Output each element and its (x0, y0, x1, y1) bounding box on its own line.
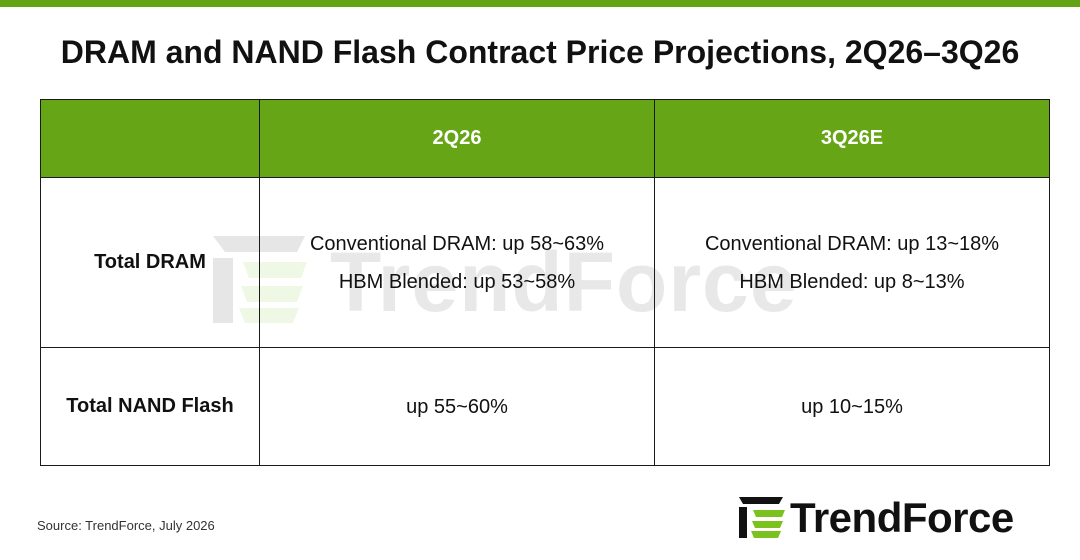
trendforce-logo-icon (739, 497, 785, 538)
cell-dram-3q26e-conventional: Conventional DRAM: up 13~18% (704, 232, 1000, 255)
table-row-nand: Total NAND Flash up 55~60% up 10~15% (40, 347, 1050, 466)
cell-dram-2q26: Conventional DRAM: up 58~63% HBM Blended… (259, 177, 655, 348)
page-title: DRAM and NAND Flash Contract Price Proje… (60, 34, 1020, 70)
top-accent-bar (0, 0, 1080, 7)
cell-nand-2q26: up 55~60% (259, 347, 655, 466)
cell-dram-3q26e: Conventional DRAM: up 13~18% HBM Blended… (654, 177, 1050, 348)
table-row-dram: Total DRAM Conventional DRAM: up 58~63% … (40, 177, 1050, 348)
logo-text: TrendForce (790, 494, 1014, 541)
trendforce-logo: TrendForce (737, 494, 1057, 544)
price-projection-table: 2Q26 3Q26E Total DRAM Conventional DRAM:… (40, 99, 1050, 466)
cell-dram-2q26-conventional: Conventional DRAM: up 58~63% (309, 232, 605, 255)
row-label-nand: Total NAND Flash (40, 347, 260, 466)
table-header-row: 2Q26 3Q26E (40, 99, 1050, 178)
cell-dram-3q26e-hbm: HBM Blended: up 8~13% (739, 270, 965, 293)
header-blank (40, 99, 260, 178)
cell-nand-3q26e: up 10~15% (654, 347, 1050, 466)
source-note: Source: TrendForce, July 2026 (37, 518, 215, 533)
cell-dram-2q26-hbm: HBM Blended: up 53~58% (338, 270, 576, 293)
cell-nand-3q26e-value: up 10~15% (801, 395, 903, 418)
row-label-dram: Total DRAM (40, 177, 260, 348)
header-2q26: 2Q26 (259, 99, 655, 178)
cell-nand-2q26-value: up 55~60% (406, 395, 508, 418)
header-3q26e: 3Q26E (654, 99, 1050, 178)
